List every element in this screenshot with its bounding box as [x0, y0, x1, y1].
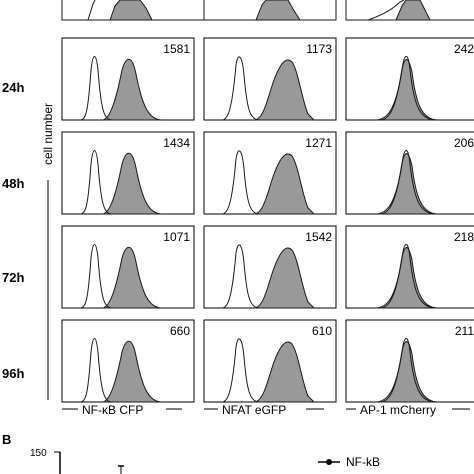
- panel-value: 1173: [306, 42, 332, 56]
- panel-value: 660: [170, 324, 190, 338]
- column-label-ap1: AP-1 mCherry: [360, 403, 436, 417]
- panel-b-legend: NF-kB: [318, 455, 380, 469]
- panel-value: 1434: [163, 136, 190, 150]
- panel-value: 206: [454, 136, 474, 150]
- legend-marker-nfkb: [326, 459, 332, 465]
- column-label-nfkb: NF-κB CFP: [82, 403, 143, 417]
- histogram-panel-r3-c2: 1542: [203, 225, 337, 309]
- column-label-nfat: NFAT eGFP: [222, 403, 286, 417]
- time-label-24h: 24h: [2, 80, 24, 95]
- panel-value: 1071: [163, 230, 190, 244]
- y-axis-label: cell number: [41, 103, 55, 165]
- histogram-control: [79, 56, 113, 121]
- histogram-grid: 1581 1173 242 1434 1271 206 1071 1542 218 660 610 2…: [61, 37, 474, 403]
- histogram-panel-r1-c3: 242: [345, 37, 474, 121]
- histogram-panel-r4-c3: 211: [345, 319, 474, 403]
- legend-label-nfkb: NF-kB: [346, 455, 380, 469]
- cropped-top-row: [61, 0, 474, 21]
- panel-value: 610: [312, 324, 332, 338]
- panel-value: 211: [455, 324, 474, 338]
- histogram-filled: [101, 152, 163, 215]
- histogram-control: [79, 338, 113, 403]
- histogram-filled: [253, 247, 316, 309]
- time-label-96h: 96h: [2, 366, 24, 381]
- cropped-panel-2: [203, 0, 337, 21]
- panel-b: B 150 NF-kB: [2, 432, 380, 474]
- histogram-filled: [379, 59, 439, 121]
- histogram-control: [221, 56, 261, 121]
- panel-value: 1271: [305, 136, 332, 150]
- panel-value: 242: [454, 42, 474, 56]
- histogram-control: [375, 56, 437, 121]
- cropped-panel-3: [345, 0, 474, 21]
- histogram-filled: [253, 153, 316, 215]
- histogram-control: [375, 150, 437, 215]
- histogram-control: [79, 244, 113, 309]
- histogram-filled: [379, 247, 439, 309]
- panel-b-letter: B: [2, 432, 11, 447]
- histogram-filled: [379, 341, 439, 403]
- column-labels: NF-κB CFP NFAT eGFP AP-1 mCherry: [62, 403, 470, 417]
- histogram-control: [375, 244, 437, 309]
- panel-b-y-tick-150: 150: [30, 448, 47, 459]
- time-label-48h: 48h: [2, 176, 24, 191]
- histogram-control: [221, 150, 261, 215]
- panel-value: 1581: [163, 42, 190, 56]
- histogram-panel-r3-c1: 1071: [61, 225, 195, 309]
- histogram-filled: [101, 58, 163, 121]
- histogram-panel-r1-c1: 1581: [61, 37, 195, 121]
- histogram-panel-r4-c2: 610: [203, 319, 337, 403]
- histogram-filled: [379, 153, 439, 215]
- histogram-control: [79, 150, 113, 215]
- cropped-panel-1: [61, 0, 214, 21]
- histogram-control: [375, 338, 437, 403]
- histogram-control: [221, 244, 261, 309]
- histogram-filled: [253, 341, 316, 403]
- histogram-filled: [253, 59, 316, 121]
- time-label-72h: 72h: [2, 270, 24, 285]
- histogram-panel-r2-c3: 206: [345, 131, 474, 215]
- histogram-panel-r2-c1: 1434: [61, 131, 195, 215]
- histogram-filled: [101, 340, 163, 403]
- histogram-panel-r2-c2: 1271: [203, 131, 337, 215]
- histogram-control: [221, 338, 261, 403]
- histogram-panel-r3-c3: 218: [345, 225, 474, 309]
- panel-value: 1542: [305, 230, 332, 244]
- histogram-panel-r4-c1: 660: [61, 319, 195, 403]
- panel-value: 218: [454, 230, 474, 244]
- histogram-filled: [101, 246, 163, 309]
- histogram-panel-r1-c2: 1173: [203, 37, 337, 121]
